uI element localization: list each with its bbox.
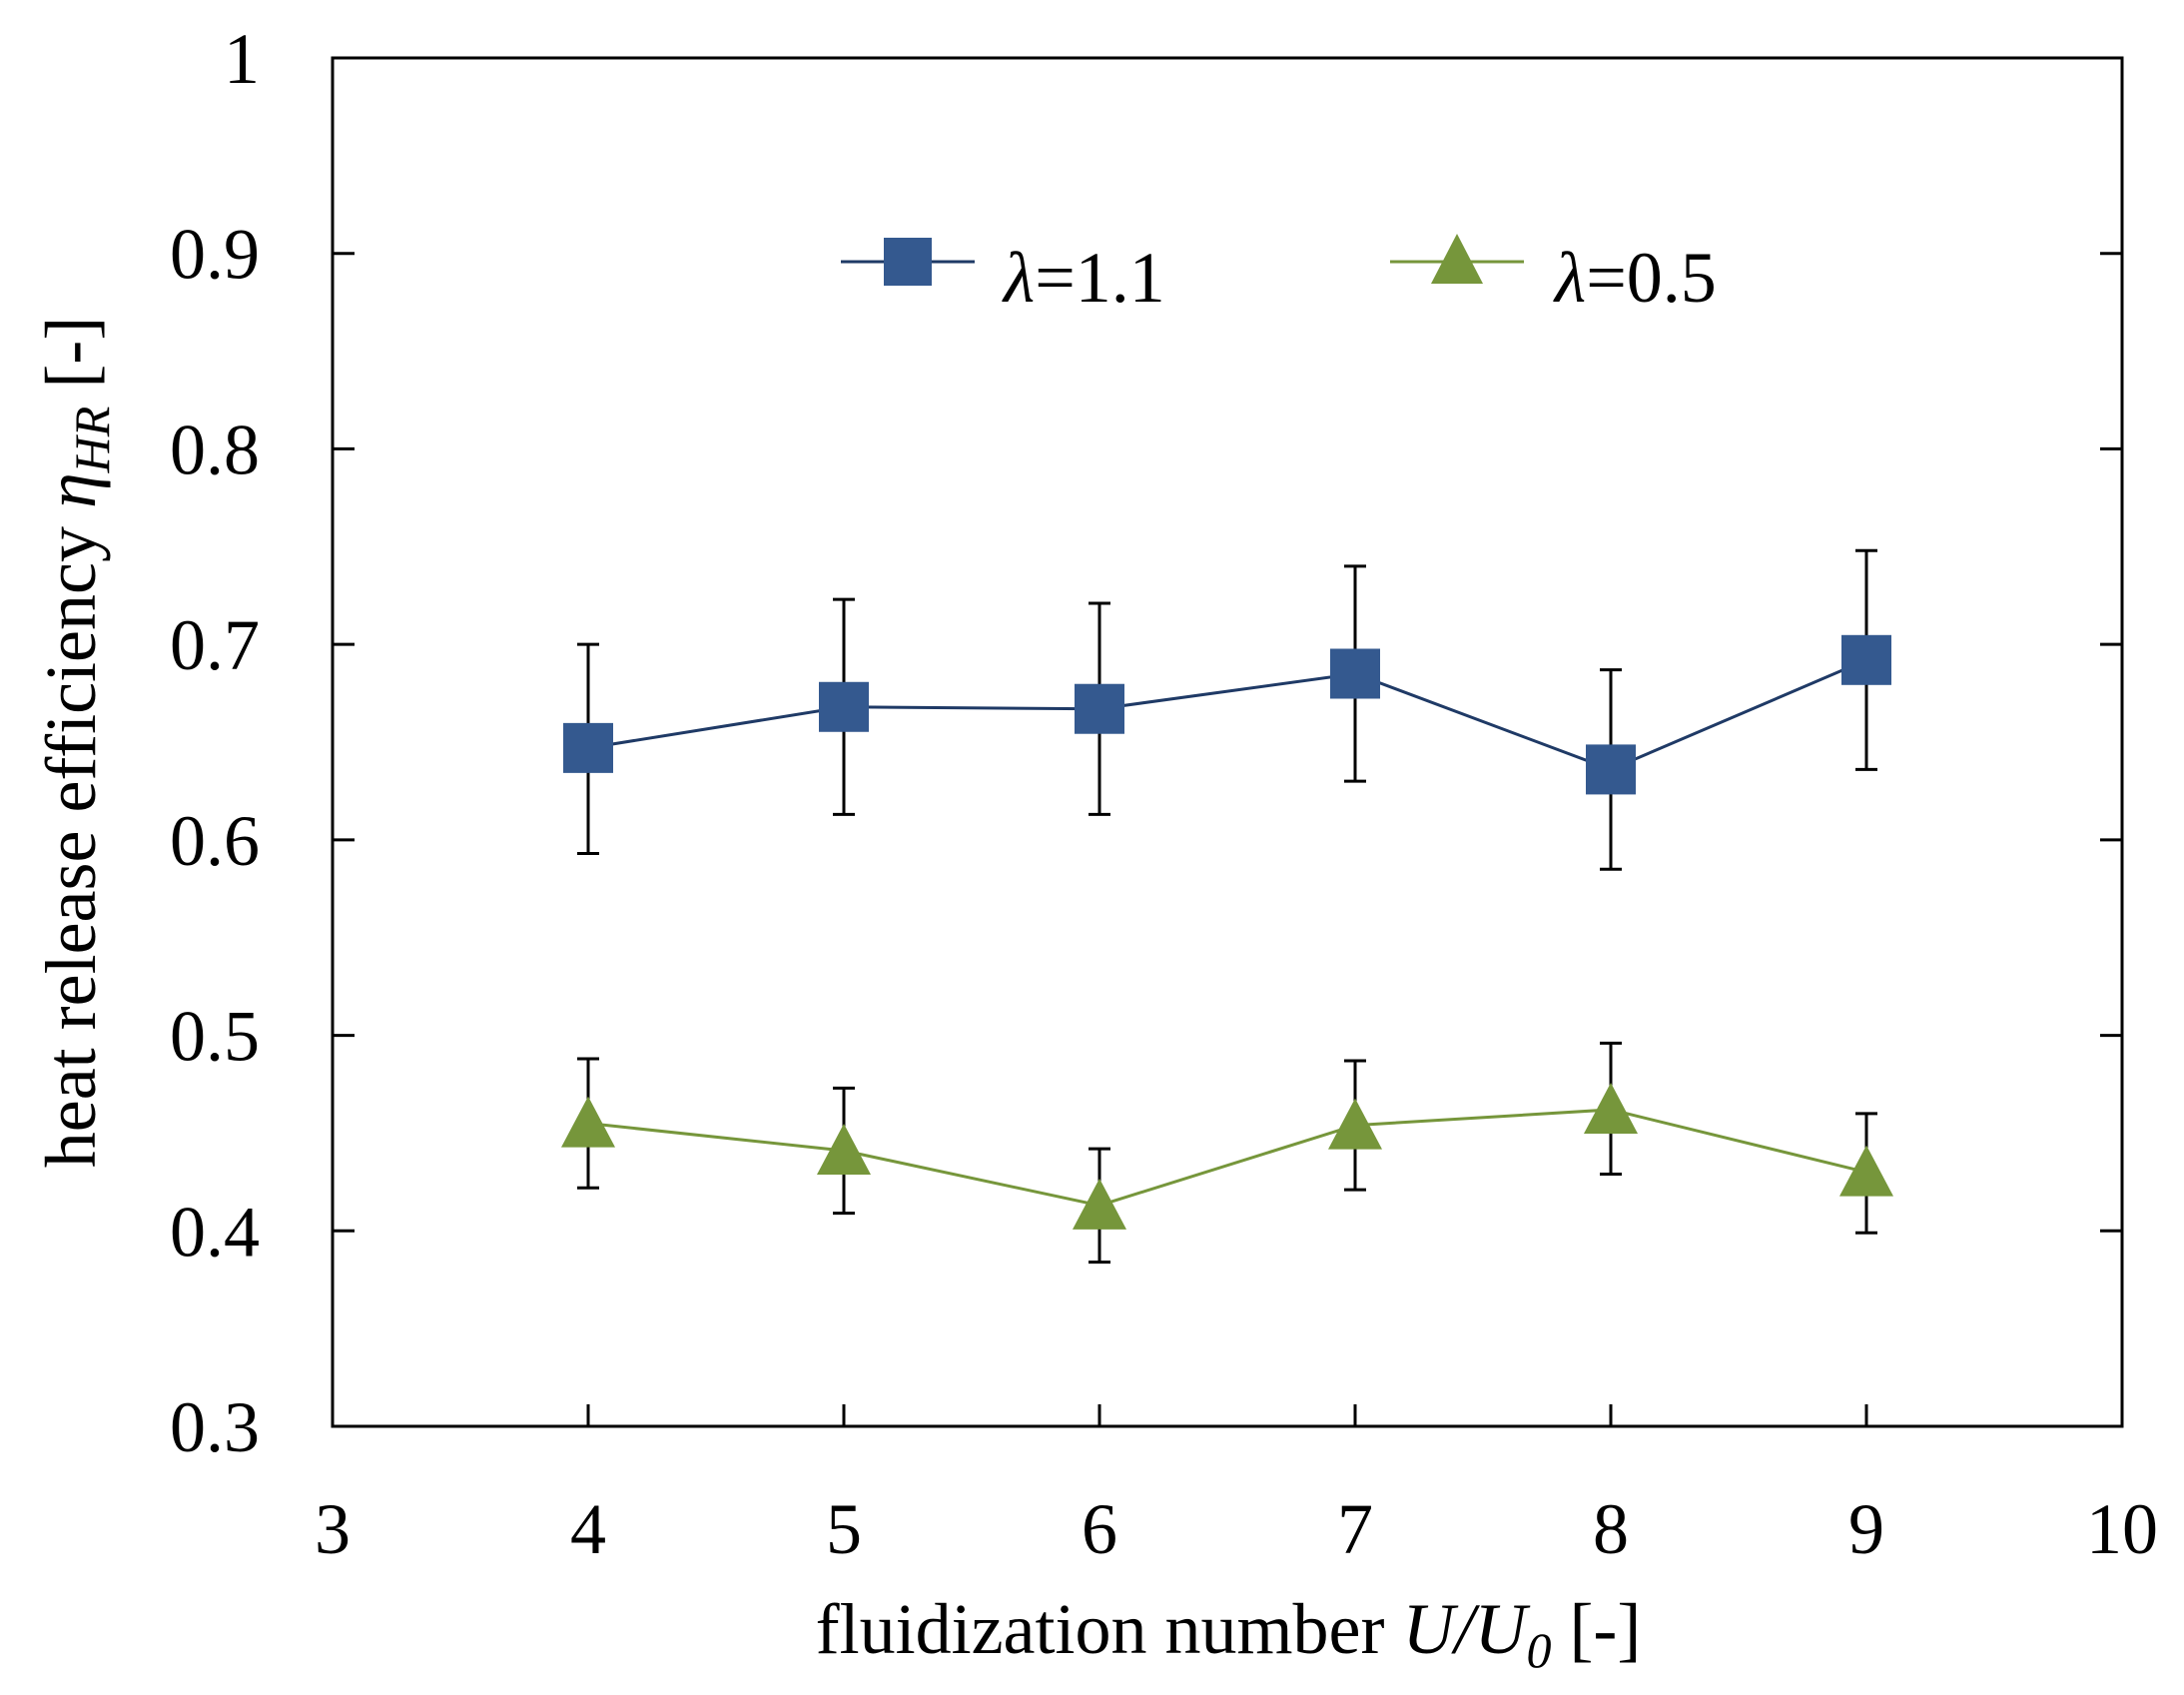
data-point-triangle xyxy=(1328,1098,1382,1150)
data-point-square xyxy=(563,722,613,773)
y-tick-labels: 0.3 0.4 0.5 0.6 0.7 0.8 0.9 1 xyxy=(170,19,260,1467)
x-tick-label: 10 xyxy=(2086,1489,2158,1569)
data-point-triangle xyxy=(1839,1145,1893,1197)
data-point-triangle xyxy=(561,1096,615,1148)
data-point-triangle xyxy=(1584,1082,1638,1134)
series-1 xyxy=(563,548,1891,871)
y-axis-label-text: heat release efficiency xyxy=(31,526,111,1168)
x-axis-label-symbol: U/U xyxy=(1402,1589,1530,1669)
y-tick-label: 0.9 xyxy=(170,215,260,295)
x-tick-label: 8 xyxy=(1593,1489,1629,1569)
x-tick-label: 3 xyxy=(315,1489,351,1569)
series-1-line xyxy=(587,658,1867,772)
y-axis-label: heat release efficiency ηHR [-] xyxy=(31,317,120,1169)
y-axis-label-subscript: HR xyxy=(64,407,120,474)
data-point-triangle xyxy=(1073,1178,1126,1230)
y-tick-label: 0.7 xyxy=(170,605,260,685)
legend: λ=1.1 λ=0.5 xyxy=(841,234,1717,318)
legend-marker-series-2 xyxy=(1431,234,1483,284)
x-tick-label: 5 xyxy=(826,1489,862,1569)
x-tick-label: 9 xyxy=(1848,1489,1884,1569)
y-tick-label: 1 xyxy=(224,19,260,99)
x-tick-label: 7 xyxy=(1337,1489,1373,1569)
y-tick-label: 0.8 xyxy=(170,410,260,489)
legend-marker-series-1 xyxy=(884,238,932,286)
axis-ticks xyxy=(333,252,2122,1426)
x-tick-labels: 3 4 5 6 7 8 9 10 xyxy=(315,1489,2158,1569)
series-layer xyxy=(561,548,1893,1265)
data-point-square xyxy=(819,681,869,732)
x-tick-label: 6 xyxy=(1082,1489,1117,1569)
y-tick-label: 0.5 xyxy=(170,997,260,1077)
y-tick-label: 0.4 xyxy=(170,1192,260,1271)
x-axis-label: fluidization number U/U0 [-] xyxy=(816,1589,1642,1678)
legend-series-2-symbol: λ xyxy=(1553,238,1586,318)
data-point-square xyxy=(1841,634,1891,685)
y-axis-label-symbol: η xyxy=(31,472,111,508)
legend-series-1-value: =1.1 xyxy=(1035,238,1165,318)
data-point-square xyxy=(1075,683,1124,734)
y-tick-label: 0.6 xyxy=(170,801,260,881)
y-axis-label-unit: [-] xyxy=(31,317,111,389)
x-axis-label-subscript: 0 xyxy=(1526,1622,1551,1678)
legend-label-series-1: λ=1.1 xyxy=(1002,238,1165,318)
series-2-line xyxy=(587,1108,1867,1208)
plot-frame xyxy=(331,56,2124,1428)
data-point-square xyxy=(1330,648,1380,699)
x-axis-label-text: fluidization number xyxy=(816,1589,1385,1669)
x-axis-label-unit: [-] xyxy=(1569,1589,1641,1669)
x-tick-label: 4 xyxy=(570,1489,606,1569)
series-2 xyxy=(561,1041,1893,1265)
legend-series-1-symbol: λ xyxy=(1002,238,1035,318)
data-point-triangle xyxy=(817,1124,871,1176)
legend-label-series-2: λ=0.5 xyxy=(1553,238,1717,318)
y-tick-label: 0.3 xyxy=(170,1387,260,1467)
legend-series-2-value: =0.5 xyxy=(1586,238,1717,318)
data-point-square xyxy=(1586,744,1636,795)
